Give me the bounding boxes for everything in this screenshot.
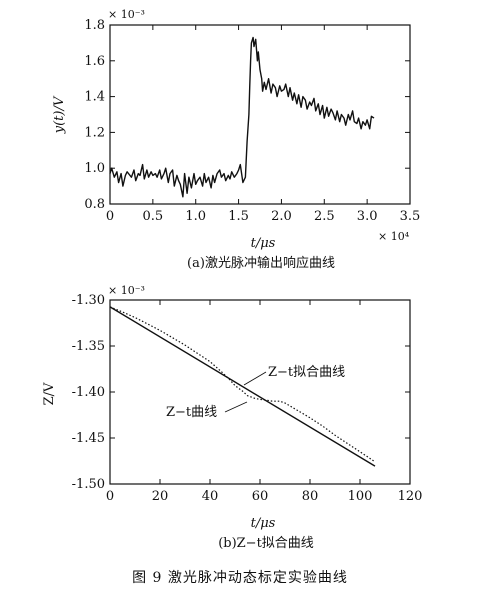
chart-b: 0 20 40 60 80 100 120 -1.30 -1.35 -1.40 -1.45 -1.5…	[42, 284, 422, 551]
x-tick-label: 80	[302, 489, 319, 504]
x-tick-label: 0.5	[143, 209, 164, 224]
x-tick-label: 3.0	[357, 209, 378, 224]
x-tick-label: 3.5	[400, 209, 421, 224]
chart-a-caption: (a)激光脉冲输出响应曲线	[187, 255, 335, 271]
x-tick-label: 0	[106, 209, 114, 224]
x-tick-label: 2.0	[271, 209, 292, 224]
series-line-0	[109, 306, 376, 467]
x-tick-label: 120	[398, 489, 423, 504]
chart-a-xlabel: t/μs	[251, 236, 276, 251]
y-tick-label: -1.35	[72, 339, 105, 354]
x-tick-label: 60	[252, 489, 269, 504]
chart-b-series	[109, 306, 376, 467]
x-tick-label: 1.5	[228, 209, 249, 224]
x-tick-label: 2.5	[314, 209, 335, 224]
y-tick-label: 1.2	[84, 125, 105, 140]
y-tick-label: -1.40	[72, 385, 105, 400]
chart-a-ylabel: y(t)/V	[52, 95, 67, 134]
chart-a-y-ticks: 0.8 1.0 1.2 1.4 1.6 1.8	[84, 18, 410, 212]
chart-a-x-ticks: 0 0.5 1.0 1.5 2.0 2.5 3.0 3.5	[106, 25, 420, 224]
x-tick-label: 20	[152, 489, 169, 504]
chart-b-ylabel: Z/V	[42, 382, 57, 405]
annotation-zt-curve: Z−t曲线	[166, 405, 217, 420]
chart-b-x-ticks: 0 20 40 60 80 100 120	[106, 300, 423, 504]
figure-caption: 图 9 激光脉冲动态标定实验曲线	[132, 569, 348, 586]
x-tick-label: 0	[106, 489, 114, 504]
x-tick-label: 1.0	[185, 209, 206, 224]
chart-a: 0 0.5 1.0 1.5 2.0 2.5 3.0 3.5 0.8 1.0 1.2 1.4 1.6 1.…	[52, 8, 420, 271]
series-line-1	[109, 306, 376, 463]
annotation-zt-leader	[224, 401, 248, 413]
chart-a-y-multiplier: × 10⁻³	[108, 8, 145, 21]
chart-a-x-multiplier: × 10⁴	[378, 230, 410, 243]
y-tick-label: -1.45	[72, 431, 105, 446]
y-tick-label: 1.0	[84, 161, 105, 176]
chart-a-frame	[109, 24, 411, 205]
y-tick-label: 1.6	[84, 54, 105, 69]
y-tick-label: 0.8	[84, 197, 105, 212]
x-tick-label: 40	[202, 489, 219, 504]
chart-a-series	[109, 36, 375, 198]
chart-b-y-ticks: -1.30 -1.35 -1.40 -1.45 -1.50	[72, 293, 410, 492]
y-tick-label: -1.30	[72, 293, 105, 308]
series-line-0	[109, 36, 375, 198]
annotation-fit-curve: Z−t拟合曲线	[268, 365, 345, 380]
y-tick-label: 1.8	[84, 18, 105, 33]
y-tick-label: -1.50	[72, 477, 105, 492]
y-tick-label: 1.4	[84, 90, 105, 105]
chart-b-y-multiplier: × 10⁻³	[108, 284, 145, 297]
chart-b-caption: (b)Z−t拟合曲线	[218, 536, 314, 551]
annotation-fit-leader	[243, 371, 267, 386]
x-tick-label: 100	[348, 489, 373, 504]
chart-b-xlabel: t/μs	[251, 516, 276, 531]
